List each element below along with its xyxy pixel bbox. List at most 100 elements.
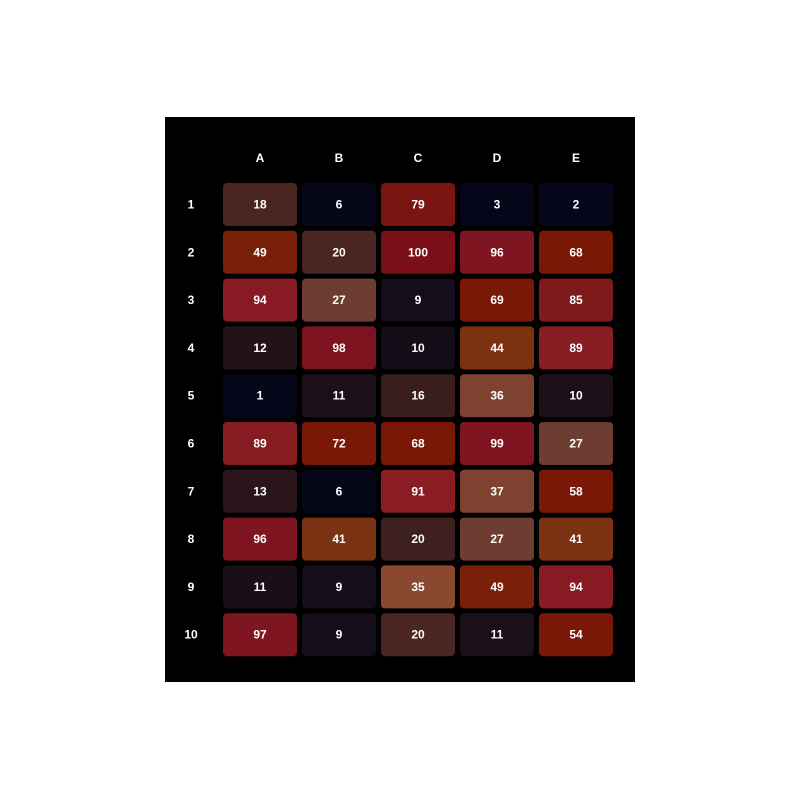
cell-rect	[460, 374, 534, 418]
cell-value: 2	[573, 198, 580, 212]
heatmap-cell-5-e: 10	[539, 374, 613, 418]
heatmap-cell-2-e: 68	[539, 230, 613, 274]
cell-rect	[539, 230, 613, 274]
cell-rect	[460, 517, 534, 561]
cell-rect	[460, 613, 534, 657]
heatmap-cell-6-b: 72	[302, 422, 376, 465]
cell-rect	[460, 469, 534, 513]
cell-rect	[381, 613, 455, 657]
heatmap-cell-8-b: 41	[302, 517, 376, 561]
cell-value: 20	[411, 628, 425, 642]
heatmap-cell-10-e: 54	[539, 613, 613, 657]
row-label-8: 8	[188, 532, 195, 546]
row-label-4: 4	[188, 341, 195, 355]
cell-rect	[223, 613, 297, 657]
cell-value: 41	[332, 532, 346, 546]
cell-value: 89	[253, 437, 267, 451]
cell-rect	[302, 374, 376, 418]
cell-value: 69	[490, 293, 504, 307]
cell-rect	[539, 183, 613, 226]
cell-value: 1	[257, 389, 264, 403]
heatmap-cell-9-e: 94	[539, 565, 613, 609]
column-label-a: A	[256, 151, 265, 165]
heatmap-cell-1-b: 6	[302, 183, 376, 226]
cell-value: 44	[490, 341, 504, 355]
cell-value: 6	[336, 198, 343, 212]
cell-value: 11	[333, 389, 346, 403]
heatmap-cell-3-d: 69	[460, 278, 534, 322]
cell-value: 41	[569, 532, 583, 546]
heatmap-cell-7-d: 37	[460, 469, 534, 513]
cell-rect	[302, 469, 376, 513]
cell-rect	[460, 422, 534, 465]
heatmap-cell-10-d: 11	[460, 613, 534, 657]
cell-rect	[302, 183, 376, 226]
cell-rect	[381, 183, 455, 226]
heatmap-cell-3-e: 85	[539, 278, 613, 322]
cell-rect	[223, 374, 297, 418]
heatmap-cell-4-e: 89	[539, 326, 613, 370]
cell-value: 49	[490, 580, 504, 594]
cell-rect	[460, 230, 534, 274]
heatmap-cell-1-c: 79	[381, 183, 455, 226]
heatmap-cell-8-e: 41	[539, 517, 613, 561]
cell-rect	[223, 422, 297, 465]
heatmap-cell-3-c: 9	[381, 278, 455, 322]
cell-value: 49	[253, 245, 267, 259]
row-label-10: 10	[184, 628, 198, 642]
cell-value: 37	[490, 484, 504, 498]
cell-value: 58	[569, 484, 583, 498]
cell-value: 27	[332, 293, 346, 307]
cell-rect	[460, 278, 534, 322]
cell-rect	[302, 422, 376, 465]
cell-value: 91	[411, 484, 425, 498]
heatmap-cell-4-d: 44	[460, 326, 534, 370]
cell-value: 94	[569, 580, 583, 594]
cell-value: 54	[569, 628, 583, 642]
cell-rect	[539, 374, 613, 418]
column-label-b: B	[335, 151, 344, 165]
cell-value: 6	[336, 484, 343, 498]
cell-value: 9	[415, 293, 422, 307]
cell-value: 20	[332, 245, 346, 259]
heatmap-cell-4-c: 10	[381, 326, 455, 370]
column-label-d: D	[493, 151, 502, 165]
cell-rect	[539, 278, 613, 322]
row-label-7: 7	[188, 484, 195, 498]
heatmap-cell-1-e: 2	[539, 183, 613, 226]
cell-value: 10	[569, 389, 583, 403]
cell-value: 68	[569, 245, 583, 259]
heatmap-cell-1-a: 18	[223, 183, 297, 226]
cell-value: 27	[490, 532, 504, 546]
row-label-3: 3	[188, 293, 195, 307]
heatmap-cell-4-a: 12	[223, 326, 297, 370]
cell-rect	[302, 517, 376, 561]
row-label-5: 5	[188, 389, 195, 403]
cell-value: 12	[253, 341, 267, 355]
heatmap-cell-1-d: 3	[460, 183, 534, 226]
row-label-1: 1	[188, 198, 195, 212]
cell-rect	[223, 517, 297, 561]
cell-rect	[381, 326, 455, 370]
cell-rect	[381, 565, 455, 609]
cell-rect	[381, 374, 455, 418]
heatmap-panel: A B C D E 1 18 6 79 3 2 2 49 20 100 96 68 3 94 27 9 69 85 4 12 98…	[165, 117, 635, 682]
cell-rect	[460, 183, 534, 226]
cell-value: 10	[411, 341, 425, 355]
cell-value: 98	[332, 341, 346, 355]
heatmap-cell-5-b: 11	[302, 374, 376, 418]
heatmap-cell-7-e: 58	[539, 469, 613, 513]
cell-value: 36	[490, 389, 504, 403]
cell-rect	[302, 565, 376, 609]
heatmap-cell-3-b: 27	[302, 278, 376, 322]
heatmap-cell-10-a: 97	[223, 613, 297, 657]
cell-rect	[302, 230, 376, 274]
cell-value: 20	[411, 532, 425, 546]
cell-rect	[381, 278, 455, 322]
cell-value: 11	[491, 628, 504, 642]
heatmap-cell-2-d: 96	[460, 230, 534, 274]
heatmap-cell-2-a: 49	[223, 230, 297, 274]
cell-rect	[539, 326, 613, 370]
cell-value: 35	[411, 580, 425, 594]
cell-value: 18	[253, 198, 267, 212]
